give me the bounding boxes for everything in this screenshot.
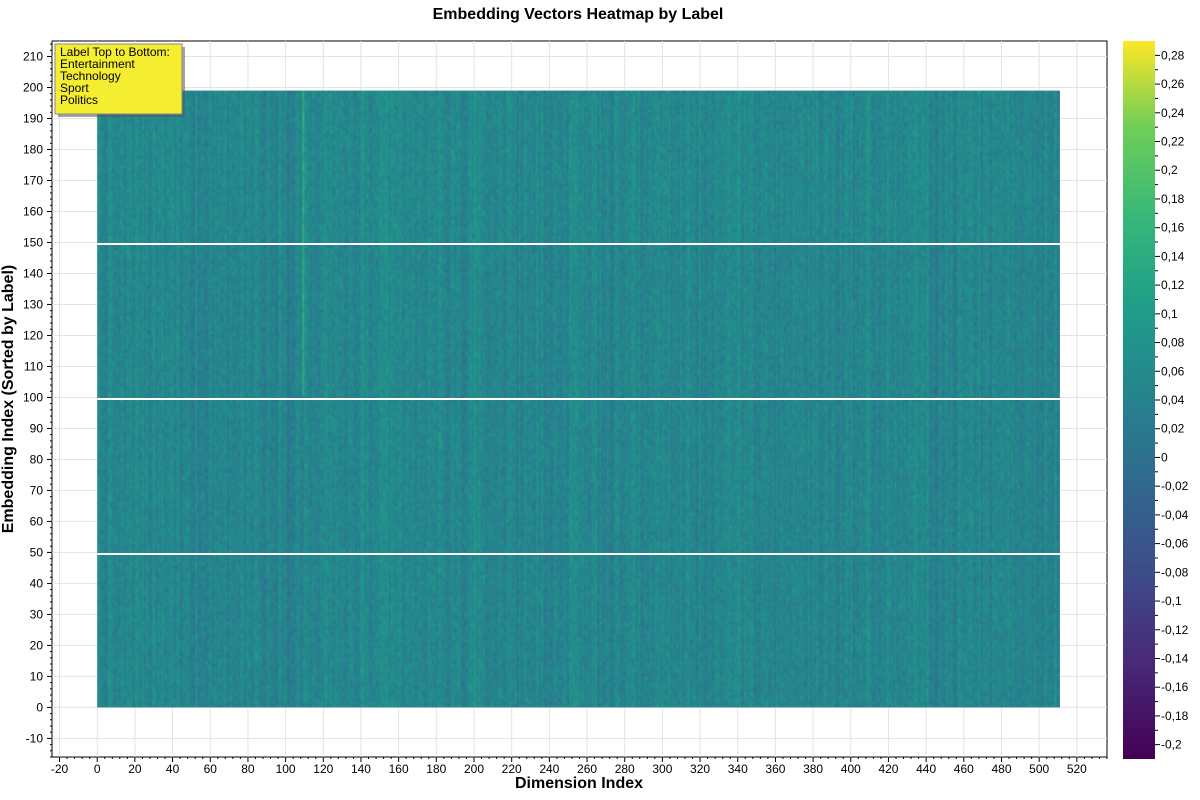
y-axis-label: Embedding Index (Sorted by Label) — [0, 265, 17, 533]
colorbar-tick-label: -0,2 — [1161, 738, 1182, 752]
y-tick-label: 180 — [23, 142, 43, 156]
x-tick-label: 120 — [313, 762, 333, 776]
x-tick-label: 400 — [841, 762, 861, 776]
y-tick-label: 60 — [30, 514, 44, 528]
y-tick-label: 90 — [30, 421, 44, 435]
colorbar-tick-label: 0,26 — [1161, 77, 1185, 91]
y-tick-label: 50 — [30, 545, 44, 559]
colorbar-tick-label: 0,1 — [1161, 307, 1178, 321]
y-tick-label: 170 — [23, 173, 43, 187]
chart-title: Embedding Vectors Heatmap by Label — [433, 6, 724, 23]
x-tick-label: 360 — [765, 762, 785, 776]
colorbar-tick-label: 0,16 — [1161, 221, 1185, 235]
colorbar-tick-label: 0,22 — [1161, 135, 1185, 149]
colorbar-tick-label: 0,28 — [1161, 48, 1185, 62]
y-tick-label: 30 — [30, 607, 44, 621]
y-tick-label: 110 — [24, 359, 43, 373]
plot-area: -20 0 20 40 60 80 100 120 140 160 180 200 220 240 260 2… — [23, 40, 1108, 776]
y-tick-label: 0 — [36, 700, 43, 714]
x-tick-label: 280 — [615, 762, 635, 776]
y-tick-label: 100 — [23, 390, 43, 404]
colorbar-tick-label: -0,06 — [1161, 537, 1189, 551]
y-tick-label: 200 — [23, 80, 43, 94]
x-tick-label: 340 — [728, 762, 748, 776]
y-tick-label: 160 — [23, 204, 43, 218]
legend-item: Politics — [60, 93, 98, 107]
x-tick-label: 100 — [276, 762, 296, 776]
colorbar-tick-label: 0,04 — [1161, 393, 1185, 407]
colorbar-tick-label: 0,18 — [1161, 192, 1185, 206]
colorbar-tick-label: 0,02 — [1161, 422, 1185, 436]
x-axis-ticks: -20 0 20 40 60 80 100 120 140 160 180 200 220 240 260 2… — [51, 757, 1108, 776]
x-tick-label: 160 — [389, 762, 409, 776]
x-tick-label: 20 — [128, 762, 142, 776]
legend: Label Top to Bottom: Entertainment Techn… — [54, 43, 185, 117]
x-tick-label: 320 — [690, 762, 710, 776]
x-tick-label: 260 — [577, 762, 597, 776]
y-tick-label: 120 — [23, 328, 43, 342]
colorbar-tick-label: -0,08 — [1161, 565, 1189, 579]
x-tick-label: 300 — [652, 762, 672, 776]
x-tick-label: 40 — [166, 762, 180, 776]
x-tick-label: 380 — [803, 762, 823, 776]
x-tick-label: 60 — [204, 762, 218, 776]
y-tick-label: 210 — [23, 49, 43, 63]
x-tick-label: 80 — [241, 762, 255, 776]
x-tick-label: 220 — [502, 762, 522, 776]
x-tick-label: 520 — [1067, 762, 1087, 776]
colorbar-tick-label: -0,16 — [1161, 680, 1189, 694]
colorbar-tick-label: 0,12 — [1161, 278, 1185, 292]
y-tick-label: 190 — [23, 111, 43, 125]
colorbar-gradient — [1123, 41, 1155, 759]
x-tick-label: 200 — [464, 762, 484, 776]
x-tick-label: 440 — [916, 762, 936, 776]
colorbar-tick-label: 0,14 — [1161, 249, 1185, 263]
colorbar-tick-label: 0 — [1161, 450, 1168, 464]
legend-title: Label Top to Bottom: — [60, 45, 170, 59]
x-tick-label: 140 — [351, 762, 371, 776]
y-tick-label: 70 — [30, 483, 44, 497]
x-tick-label: 180 — [426, 762, 446, 776]
x-tick-label: 420 — [878, 762, 898, 776]
y-tick-label: 10 — [30, 669, 44, 683]
legend-box — [54, 43, 183, 115]
y-tick-label: 80 — [30, 452, 44, 466]
colorbar-tick-label: -0,02 — [1161, 479, 1189, 493]
x-tick-label: 0 — [94, 762, 101, 776]
legend-item: Sport — [60, 81, 89, 95]
colorbar-tick-label: 0,2 — [1161, 163, 1178, 177]
x-tick-label: 480 — [991, 762, 1011, 776]
colorbar-tick-label: 0,08 — [1161, 336, 1185, 350]
colorbar-tick-label: -0,12 — [1161, 623, 1189, 637]
x-tick-label: 500 — [1029, 762, 1049, 776]
x-tick-label: 460 — [954, 762, 974, 776]
x-axis-label: Dimension Index — [515, 775, 643, 792]
y-tick-label: 40 — [30, 576, 44, 590]
legend-item: Entertainment — [60, 57, 135, 71]
y-tick-label: 150 — [23, 235, 43, 249]
colorbar-tick-label: -0,18 — [1161, 709, 1189, 723]
x-tick-label: 240 — [539, 762, 559, 776]
colorbar-tick-label: 0,24 — [1161, 106, 1185, 120]
label-separators — [97, 243, 1060, 555]
y-tick-label: 140 — [23, 266, 43, 280]
colorbar-tick-label: -0,04 — [1161, 508, 1189, 522]
colorbar-tick-label: -0,14 — [1161, 651, 1189, 665]
y-tick-label: 20 — [30, 638, 44, 652]
y-tick-label: 130 — [23, 297, 43, 311]
y-tick-label: -10 — [26, 731, 44, 745]
x-tick-label: -20 — [51, 762, 69, 776]
colorbar: 0,28 0,26 0,24 0,22 0,2 0,18 0,16 0,14 0,12 0,1 0,… — [1123, 41, 1189, 759]
colorbar-tick-label: -0,1 — [1161, 594, 1182, 608]
colorbar-tick-label: 0,06 — [1161, 364, 1185, 378]
legend-item: Technology — [60, 69, 121, 83]
colorbar-ticks: 0,28 0,26 0,24 0,22 0,2 0,18 0,16 0,14 0,12 0,1 0,… — [1155, 48, 1189, 752]
y-axis-ticks: -10 0 10 20 30 40 50 60 70 80 90 100 110 120 130 140 150… — [23, 43, 52, 758]
